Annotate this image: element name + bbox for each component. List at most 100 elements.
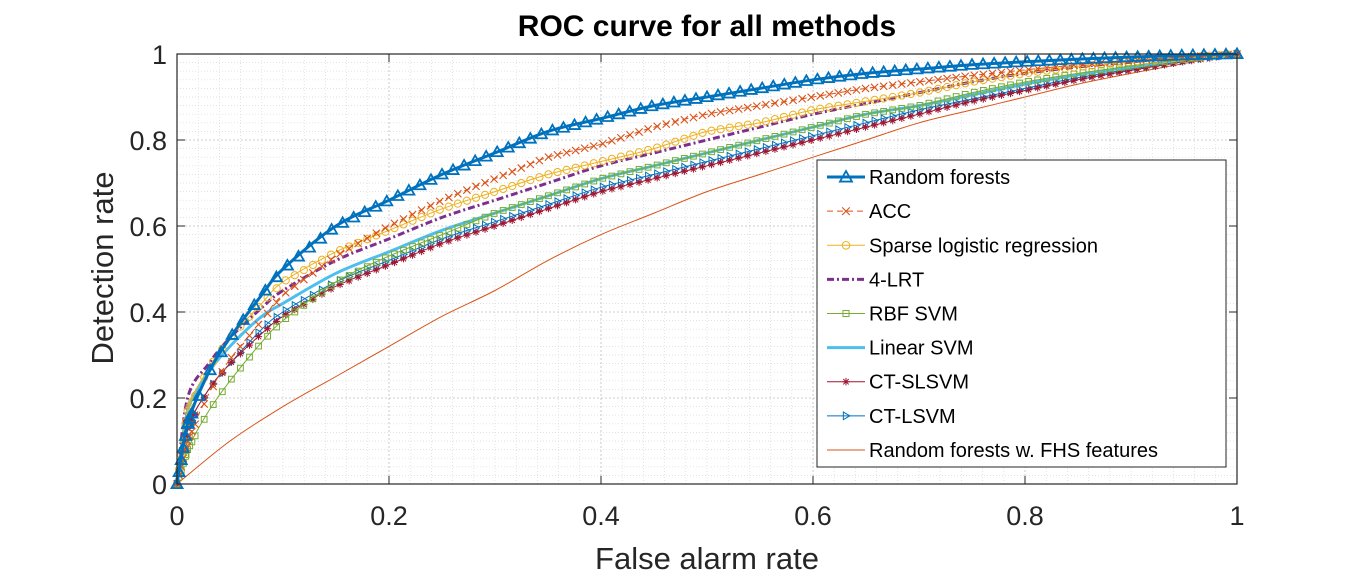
chart-title: ROC curve for all methods [518,10,896,43]
legend-item-random-forests-w-fhs-features: Random forests w. FHS features [827,440,1158,462]
series-marker [798,108,807,117]
series-marker [518,208,526,218]
series-marker [952,93,960,100]
series-marker [879,82,888,91]
series-marker [589,112,604,125]
series-marker [313,231,328,244]
series-marker [915,88,925,97]
series-marker [527,205,535,215]
series-marker [391,250,398,258]
series-marker [762,142,771,152]
legend-label: 4-LRT [869,269,924,291]
series-line [176,53,1238,485]
series-marker [499,171,508,180]
series-marker [853,113,860,120]
series-marker [898,109,907,119]
series-marker [733,84,748,97]
series-marker [273,312,282,322]
series-marker [203,362,218,376]
series-marker [508,204,516,211]
series-marker [735,149,744,159]
series-marker [309,295,317,303]
series-marker [457,158,472,171]
series-marker [861,97,870,106]
tick-labels: 0 0.2 0.4 0.6 0.8 1 0 0.2 0.4 0.6 0.8 1 [129,40,1244,531]
series-marker [218,367,227,376]
series-marker [372,266,380,274]
series-marker [931,60,946,73]
series-marker [979,87,987,94]
series-marker [426,201,435,210]
legend-label: CT-SLSVM [869,372,969,394]
series-marker [382,257,390,267]
series-marker [572,191,581,201]
series-marker [1152,48,1167,62]
x-tick-label: 0.8 [1006,501,1044,531]
series-marker [861,84,870,93]
series-marker [399,220,408,229]
series-marker [490,144,505,158]
series-marker [599,187,607,195]
series-marker [988,93,996,101]
series-marker [680,167,688,175]
series-marker [844,122,853,132]
series-marker [1075,51,1090,65]
series-marker [263,309,272,318]
series-marker [807,106,816,115]
series-marker [671,157,679,164]
series-marker [300,295,309,305]
series-marker [1151,62,1160,70]
series-marker [254,302,263,312]
x-tick-label: 1 [1229,501,1244,531]
series-marker [871,116,880,126]
series-marker [852,85,861,94]
series-marker [698,111,707,120]
series-marker [761,100,770,109]
series-marker [245,331,254,340]
series-marker [472,223,481,233]
series-marker [998,55,1013,68]
series-marker [925,99,933,107]
series-marker [1115,64,1123,72]
series-marker [617,170,625,178]
legend-label: Sparse logistic regression [869,235,1098,257]
series-marker [427,244,435,252]
series-marker [707,109,716,118]
legend: Random forests ACC Sparse logistic regress… [816,159,1227,468]
series-marker [752,102,761,111]
series-marker [698,163,707,171]
series-marker [1006,67,1015,76]
series-marker [653,122,662,131]
series-marker [500,214,508,224]
series-marker [862,110,869,118]
series-marker [807,93,816,102]
legend-label: Random forests w. FHS features [869,440,1158,462]
series-marker [799,133,807,143]
legend-marker [838,169,854,183]
series-marker [897,80,906,89]
series-marker [766,78,781,92]
series-marker [280,258,295,271]
series-marker [1130,49,1145,62]
series-marker [970,88,978,96]
series-marker [653,174,661,182]
series-marker [997,68,1006,77]
series-marker [816,134,824,142]
series-marker [644,145,653,155]
y-tick-label: 0.4 [129,298,167,328]
y-tick-label: 1 [152,40,167,70]
series-marker [717,153,726,163]
series-marker [218,344,227,353]
series-marker [390,219,399,228]
series-marker [354,273,362,281]
series-marker [743,120,752,129]
series-marker [444,193,453,202]
series-marker [1108,50,1123,63]
series-marker [662,159,670,167]
series-marker [336,280,344,289]
series-marker [690,160,698,170]
x-tick-label: 0 [169,501,184,531]
series-marker [272,298,281,307]
series-marker [236,342,245,351]
